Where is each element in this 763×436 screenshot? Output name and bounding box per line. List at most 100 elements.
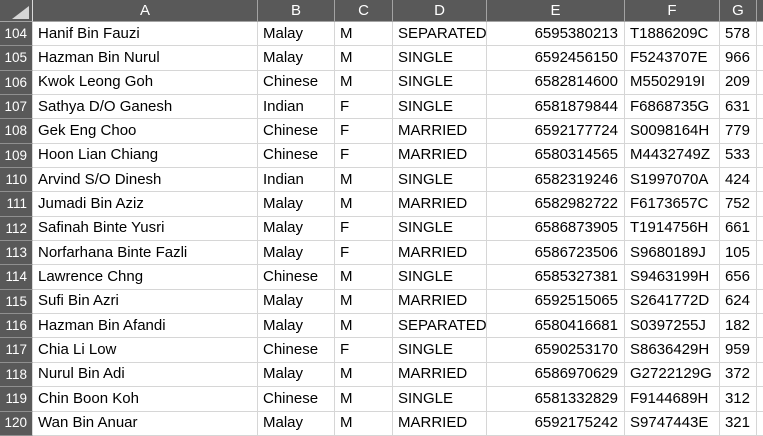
cell-id[interactable]: T1886209C [625,22,720,47]
cell-name[interactable]: Chia Li Low [33,338,258,363]
cell-number[interactable]: 959 [720,338,757,363]
cell-gender[interactable]: F [335,119,393,144]
cell-marital-status[interactable]: SINGLE [393,216,487,242]
cell-gender[interactable]: M [335,411,393,436]
cell-gender[interactable]: M [335,168,393,193]
cell-race[interactable]: Chinese [258,387,335,412]
cell-id[interactable]: S9463199H [625,265,720,290]
cell-partial[interactable] [757,95,763,120]
column-header-d[interactable]: D [393,0,487,22]
row-header[interactable]: 109 [0,143,33,169]
row-header[interactable]: 110 [0,168,33,193]
cell-marital-status[interactable]: SINGLE [393,70,487,96]
cell-number[interactable]: 209 [720,70,757,96]
cell-number[interactable]: 372 [720,362,757,388]
cell-race[interactable]: Chinese [258,265,335,290]
cell-number[interactable]: 752 [720,192,757,217]
cell-phone[interactable]: 6581332829 [487,387,625,412]
row-header[interactable]: 106 [0,70,33,96]
cell-partial[interactable] [757,362,763,388]
row-header[interactable]: 108 [0,119,33,144]
cell-phone[interactable]: 6580416681 [487,314,625,339]
cell-marital-status[interactable]: SEPARATED [393,314,487,339]
cell-partial[interactable] [757,168,763,193]
cell-marital-status[interactable]: MARRIED [393,411,487,436]
cell-race[interactable]: Chinese [258,143,335,169]
cell-phone[interactable]: 6586723506 [487,241,625,266]
column-header-e[interactable]: E [487,0,625,22]
cell-race[interactable]: Malay [258,289,335,315]
cell-race[interactable]: Malay [258,192,335,217]
row-header[interactable]: 114 [0,265,33,290]
cell-race[interactable]: Indian [258,95,335,120]
row-header[interactable]: 117 [0,338,33,363]
cell-number[interactable]: 779 [720,119,757,144]
select-all-button[interactable] [0,0,33,22]
cell-name[interactable]: Arvind S/O Dinesh [33,168,258,193]
cell-name[interactable]: Norfarhana Binte Fazli [33,241,258,266]
cell-marital-status[interactable]: MARRIED [393,143,487,169]
cell-name[interactable]: Jumadi Bin Aziz [33,192,258,217]
cell-marital-status[interactable]: SINGLE [393,46,487,71]
cell-id[interactable]: S8636429H [625,338,720,363]
row-header[interactable]: 113 [0,241,33,266]
cell-gender[interactable]: M [335,362,393,388]
cell-id[interactable]: S1997070A [625,168,720,193]
cell-number[interactable]: 661 [720,216,757,242]
cell-name[interactable]: Safinah Binte Yusri [33,216,258,242]
cell-gender[interactable]: F [335,95,393,120]
cell-phone[interactable]: 6582319246 [487,168,625,193]
cell-name[interactable]: Hazman Bin Afandi [33,314,258,339]
cell-number[interactable]: 533 [720,143,757,169]
cell-partial[interactable] [757,314,763,339]
cell-marital-status[interactable]: SINGLE [393,95,487,120]
cell-phone[interactable]: 6592177724 [487,119,625,144]
row-header[interactable]: 104 [0,22,33,47]
cell-id[interactable]: F6868735G [625,95,720,120]
cell-phone[interactable]: 6582814600 [487,70,625,96]
cell-marital-status[interactable]: SEPARATED [393,22,487,47]
cell-id[interactable]: S0397255J [625,314,720,339]
cell-phone[interactable]: 6580314565 [487,143,625,169]
cell-marital-status[interactable]: SINGLE [393,387,487,412]
cell-phone[interactable]: 6592515065 [487,289,625,315]
row-header[interactable]: 111 [0,192,33,217]
row-header[interactable]: 107 [0,95,33,120]
cell-id[interactable]: F5243707E [625,46,720,71]
cell-partial[interactable] [757,70,763,96]
cell-gender[interactable]: M [335,46,393,71]
cell-id[interactable]: S0098164H [625,119,720,144]
cell-phone[interactable]: 6592175242 [487,411,625,436]
cell-id[interactable]: F9144689H [625,387,720,412]
cell-number[interactable]: 182 [720,314,757,339]
column-header-b[interactable]: B [258,0,335,22]
cell-name[interactable]: Nurul Bin Adi [33,362,258,388]
cell-name[interactable]: Sathya D/O Ganesh [33,95,258,120]
cell-race[interactable]: Malay [258,314,335,339]
cell-number[interactable]: 656 [720,265,757,290]
cell-race[interactable]: Malay [258,22,335,47]
cell-race[interactable]: Malay [258,362,335,388]
column-header-partial[interactable] [757,0,763,22]
cell-number[interactable]: 631 [720,95,757,120]
cell-phone[interactable]: 6581879844 [487,95,625,120]
cell-name[interactable]: Hazman Bin Nurul [33,46,258,71]
cell-marital-status[interactable]: SINGLE [393,168,487,193]
cell-race[interactable]: Indian [258,168,335,193]
cell-race[interactable]: Malay [258,46,335,71]
cell-name[interactable]: Lawrence Chng [33,265,258,290]
row-header[interactable]: 119 [0,387,33,412]
row-header[interactable]: 120 [0,411,33,436]
column-header-a[interactable]: A [33,0,258,22]
cell-partial[interactable] [757,265,763,290]
cell-id[interactable]: S9680189J [625,241,720,266]
row-header[interactable]: 105 [0,46,33,71]
cell-partial[interactable] [757,387,763,412]
cell-partial[interactable] [757,192,763,217]
cell-number[interactable]: 966 [720,46,757,71]
cell-gender[interactable]: M [335,265,393,290]
cell-id[interactable]: S9747443E [625,411,720,436]
cell-race[interactable]: Malay [258,241,335,266]
cell-race[interactable]: Malay [258,216,335,242]
column-header-g[interactable]: G [720,0,757,22]
